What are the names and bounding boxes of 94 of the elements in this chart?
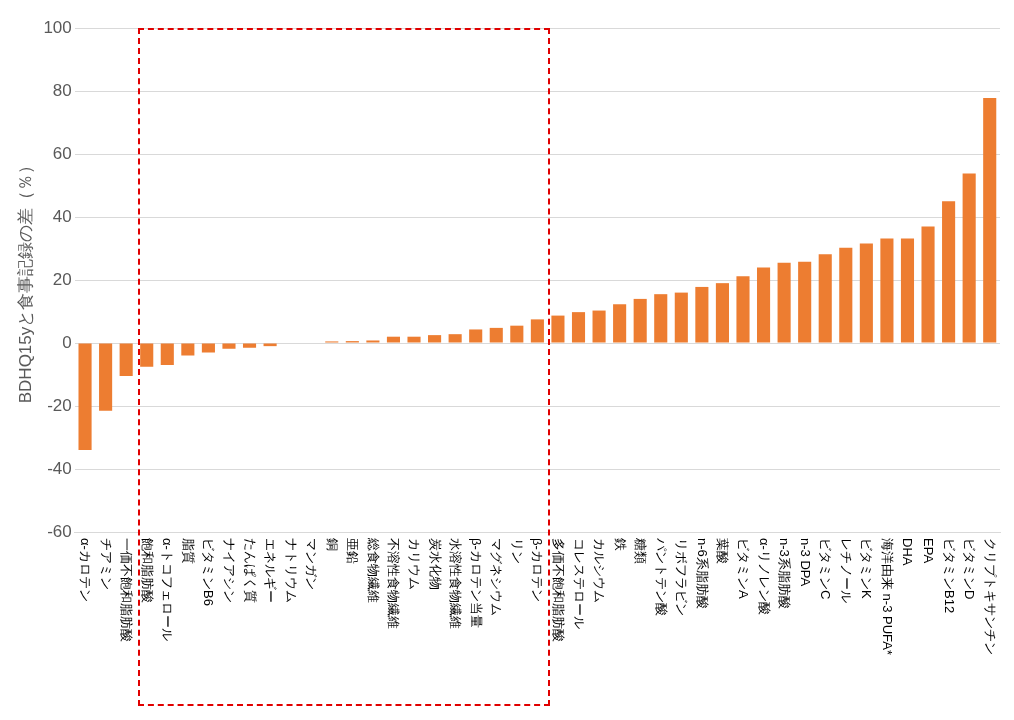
x-tick-label: コレステロール (570, 538, 587, 629)
bar (99, 343, 113, 411)
x-tick-label: ビタミンK (858, 538, 875, 599)
bar (510, 325, 524, 343)
bar (366, 340, 380, 343)
x-tick-label: マグネシウム (488, 538, 505, 616)
x-tick-label: レチノール (837, 538, 854, 603)
x-tick-label: チアミン (97, 538, 114, 590)
bar (78, 343, 92, 451)
x-tick-label: ナイアシン (220, 538, 237, 603)
x-tick-label: ビタミンB6 (200, 538, 217, 606)
x-tick-label: ビタミンD (961, 538, 978, 600)
bar (839, 247, 853, 343)
x-tick-label: 亜鉛 (344, 538, 361, 564)
x-tick-label: 脂質 (179, 538, 196, 564)
x-tick-label: n-3 DPA (796, 538, 813, 587)
x-tick-label: カリウム (406, 538, 423, 590)
bar (859, 243, 873, 343)
bar (777, 262, 791, 343)
bar (798, 261, 812, 343)
y-tick-label: 20 (52, 269, 72, 289)
x-tick-label: エネルギー (262, 538, 279, 603)
x-tick-label: カルシウム (591, 538, 608, 603)
x-tick-label: 多価不飽和脂肪酸 (549, 538, 566, 642)
x-tick-label: 総食物繊維 (364, 538, 381, 603)
y-tick-label: -60 (47, 521, 72, 541)
y-tick-label: 80 (52, 80, 72, 100)
x-tick-label: α-リノレン酸 (755, 538, 772, 615)
y-tick-label: 40 (52, 206, 72, 226)
bar (469, 329, 483, 343)
bar (962, 173, 976, 343)
x-tick-label: 飽和脂肪酸 (138, 538, 155, 603)
bar (386, 336, 401, 343)
bar (551, 315, 565, 343)
bar (880, 238, 894, 343)
bar (448, 334, 462, 343)
x-tick-label: ビタミンA (735, 538, 751, 599)
bar (181, 343, 195, 356)
x-tick-label: 糖類 (632, 538, 649, 564)
bar (119, 343, 133, 377)
bar (140, 343, 154, 367)
x-tick-label: 炭水化物 (426, 538, 443, 590)
bar (983, 97, 997, 343)
x-tick-label: n-6系脂肪酸 (693, 538, 710, 609)
bar (222, 343, 236, 349)
bar (715, 283, 729, 343)
bar (695, 286, 709, 343)
bar (818, 254, 832, 343)
x-tick-label: 鉄 (611, 538, 628, 551)
bar (489, 327, 503, 343)
bar (407, 336, 421, 343)
y-axis-title: BDHQ15yと食事記録の差（％） (15, 156, 35, 404)
x-tick-label: 海洋由来 n-3 PUFA* (878, 538, 895, 656)
x-tick-label: リン (508, 538, 525, 564)
y-tick-label: 100 (43, 17, 72, 37)
bar (428, 335, 442, 343)
bar (654, 294, 668, 343)
y-tick-label: 60 (52, 143, 72, 163)
bar (160, 343, 174, 366)
x-tick-label: ナトリウム (282, 538, 299, 603)
bar (736, 276, 750, 343)
y-tick-label: -40 (47, 458, 72, 478)
x-tick-label: 水溶性食物繊維 (447, 538, 464, 629)
x-tick-label: 銅 (323, 538, 340, 551)
x-tick-label: β-カロテン (529, 538, 546, 602)
bar (921, 226, 935, 343)
x-tick-label: EPA (920, 538, 937, 564)
bar (757, 267, 771, 343)
x-tick-label: 一価不飽和脂肪酸 (118, 538, 135, 642)
x-tick-label: 不溶性食物繊維 (385, 538, 402, 629)
bar (900, 238, 915, 343)
x-tick-label: マンガン (303, 538, 320, 590)
x-tick-label: α-トコフェロール (159, 538, 176, 641)
y-tick-label: 0 (62, 332, 72, 352)
x-tick-label: たんぱく質 (241, 538, 258, 603)
x-tick-label: 葉酸 (714, 538, 731, 564)
x-tick-label: パントテン酸 (652, 538, 669, 616)
bar (613, 304, 627, 343)
bar (674, 292, 688, 343)
x-tick-label: リボフラビン (673, 538, 690, 616)
x-tick-label: ビタミンC (817, 538, 834, 600)
x-tick-label: ビタミンB12 (940, 538, 957, 614)
bar (242, 343, 257, 348)
x-tick-label: クリプトキサンチン (981, 538, 998, 655)
bar (592, 310, 606, 343)
x-tick-label: n-3系脂肪酸 (776, 538, 793, 609)
x-tick-label: DHA (899, 538, 916, 566)
bar (530, 319, 544, 343)
x-tick-label: β-カロテン当量 (467, 538, 484, 628)
bar (571, 312, 586, 343)
x-tick-label: α-カロテン (77, 538, 94, 602)
y-tick-label: -20 (47, 395, 72, 415)
bar (633, 298, 647, 343)
bar (942, 201, 956, 343)
